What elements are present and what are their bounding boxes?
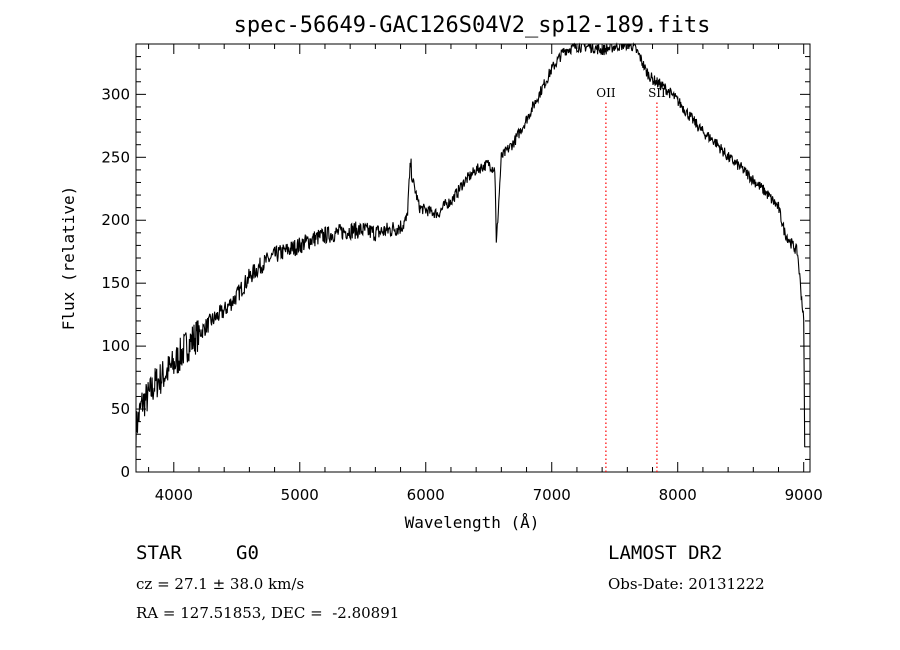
x-axis-label: Wavelength (Å) bbox=[405, 513, 540, 532]
spectrum-line bbox=[135, 42, 806, 448]
x-tick-label: 4000 bbox=[155, 486, 193, 504]
survey-name: LAMOST DR2 bbox=[608, 542, 723, 564]
y-tick-label: 50 bbox=[111, 400, 130, 418]
y-tick-label: 250 bbox=[101, 148, 130, 166]
object-class: STAR bbox=[136, 542, 182, 564]
y-tick-label: 200 bbox=[101, 211, 130, 229]
line-markers: OII SII bbox=[596, 86, 666, 472]
y-axis: 0 50 100 150 200 250 300 bbox=[101, 43, 810, 481]
y-tick-label: 100 bbox=[101, 337, 130, 355]
object-subclass: G0 bbox=[236, 542, 259, 564]
y-tick-label: 150 bbox=[101, 274, 130, 292]
line-marker-label: SII bbox=[648, 86, 666, 100]
y-axis-label: Flux (relative) bbox=[59, 186, 78, 331]
redshift-text: cz = 27.1 ± 38.0 km/s bbox=[136, 575, 305, 593]
line-marker-label: OII bbox=[596, 86, 616, 100]
x-axis: 4000 5000 6000 7000 8000 9000 bbox=[148, 44, 823, 504]
y-tick-label: 0 bbox=[120, 463, 130, 481]
x-tick-label: 9000 bbox=[785, 486, 823, 504]
chart-title: spec-56649-GAC126S04V2_sp12-189.fits bbox=[234, 13, 711, 38]
x-tick-label: 8000 bbox=[659, 486, 697, 504]
obs-date: Obs-Date: 20131222 bbox=[608, 575, 765, 593]
coordinates: RA = 127.51853, DEC = -2.80891 bbox=[136, 604, 400, 622]
x-tick-label: 5000 bbox=[281, 486, 319, 504]
plot-frame bbox=[135, 43, 811, 473]
y-tick-label: 300 bbox=[101, 85, 130, 103]
x-tick-label: 6000 bbox=[407, 486, 445, 504]
x-tick-label: 7000 bbox=[533, 486, 571, 504]
